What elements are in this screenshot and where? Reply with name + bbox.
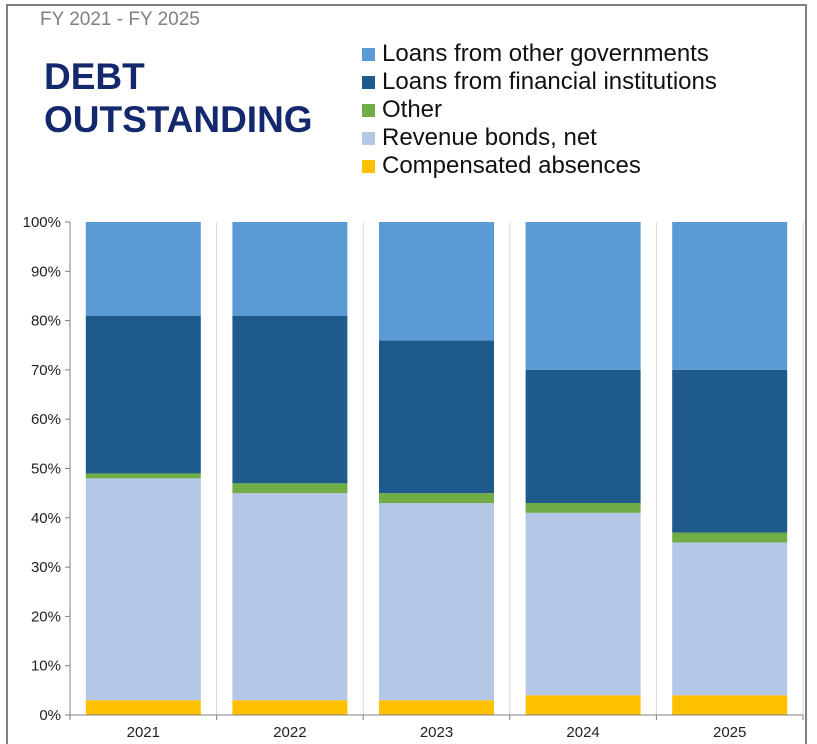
legend-label: Loans from other governments [382,40,709,67]
legend-swatch [362,131,375,145]
bar-segment [525,695,641,715]
bar-segment [85,315,201,474]
bar-segment [672,222,788,370]
chart-title: DEBT OUTSTANDING [44,55,313,141]
x-tick-label: 2021 [127,724,160,740]
legend-item: Loans from other governments [362,40,717,68]
bar-segment [379,503,494,701]
y-tick-label: 60% [31,411,61,428]
bar-segment [525,369,641,504]
bar-segment [232,315,348,484]
chart-frame [6,4,807,744]
chart-legend: Loans from other governments Loans from f… [362,40,717,180]
bar-segment [232,700,348,715]
bar-segment [85,478,201,701]
bar-segment [85,700,201,715]
bar-segment [525,503,641,513]
x-tick-label: 2025 [713,724,746,740]
bar-segment [379,222,494,341]
y-tick-label: 90% [31,263,61,280]
legend-label: Other [382,96,443,123]
legend-swatch [362,103,375,117]
bar-segment [232,222,348,316]
y-tick-label: 50% [31,461,61,478]
y-tick-label: 20% [31,608,61,625]
x-tick-label: 2024 [566,724,599,740]
y-tick-label: 70% [31,362,61,379]
y-tick-label: 10% [31,658,61,675]
legend-label: Loans from financial institutions [382,68,717,95]
legend-label: Compensated absences [382,152,641,179]
bar-segment [672,542,788,696]
legend-item: Revenue bonds, net [362,124,717,152]
legend-item: Other [362,96,717,124]
bar-segment [672,695,788,715]
bar-segment [672,369,788,533]
y-tick-label: 0% [39,707,61,724]
y-tick-label: 30% [31,559,61,576]
legend-swatch [362,47,375,61]
chart-subtitle: FY 2021 - FY 2025 [40,9,200,30]
x-tick-label: 2022 [273,724,306,740]
y-tick-label: 100% [23,214,61,231]
legend-item: Compensated absences [362,152,717,180]
bar-segment [232,483,348,494]
bar-segment [525,222,641,370]
bar-segment [232,493,348,701]
bar-segment [379,493,494,504]
y-tick-label: 40% [31,510,61,527]
bar-segment [379,700,494,715]
legend-label: Revenue bonds, net [382,124,597,151]
bar-segment [85,473,201,479]
chart-title-line-2: OUTSTANDING [44,99,313,140]
bar-segment [672,532,788,543]
bar-segment [379,340,494,494]
y-tick-label: 80% [31,313,61,330]
x-tick-label: 2023 [420,724,453,740]
bar-segment [525,512,641,696]
bar-segment [85,222,201,316]
chart-title-line-1: DEBT [44,56,145,97]
legend-swatch [362,159,375,173]
legend-swatch [362,75,375,89]
legend-item: Loans from financial institutions [362,68,717,96]
